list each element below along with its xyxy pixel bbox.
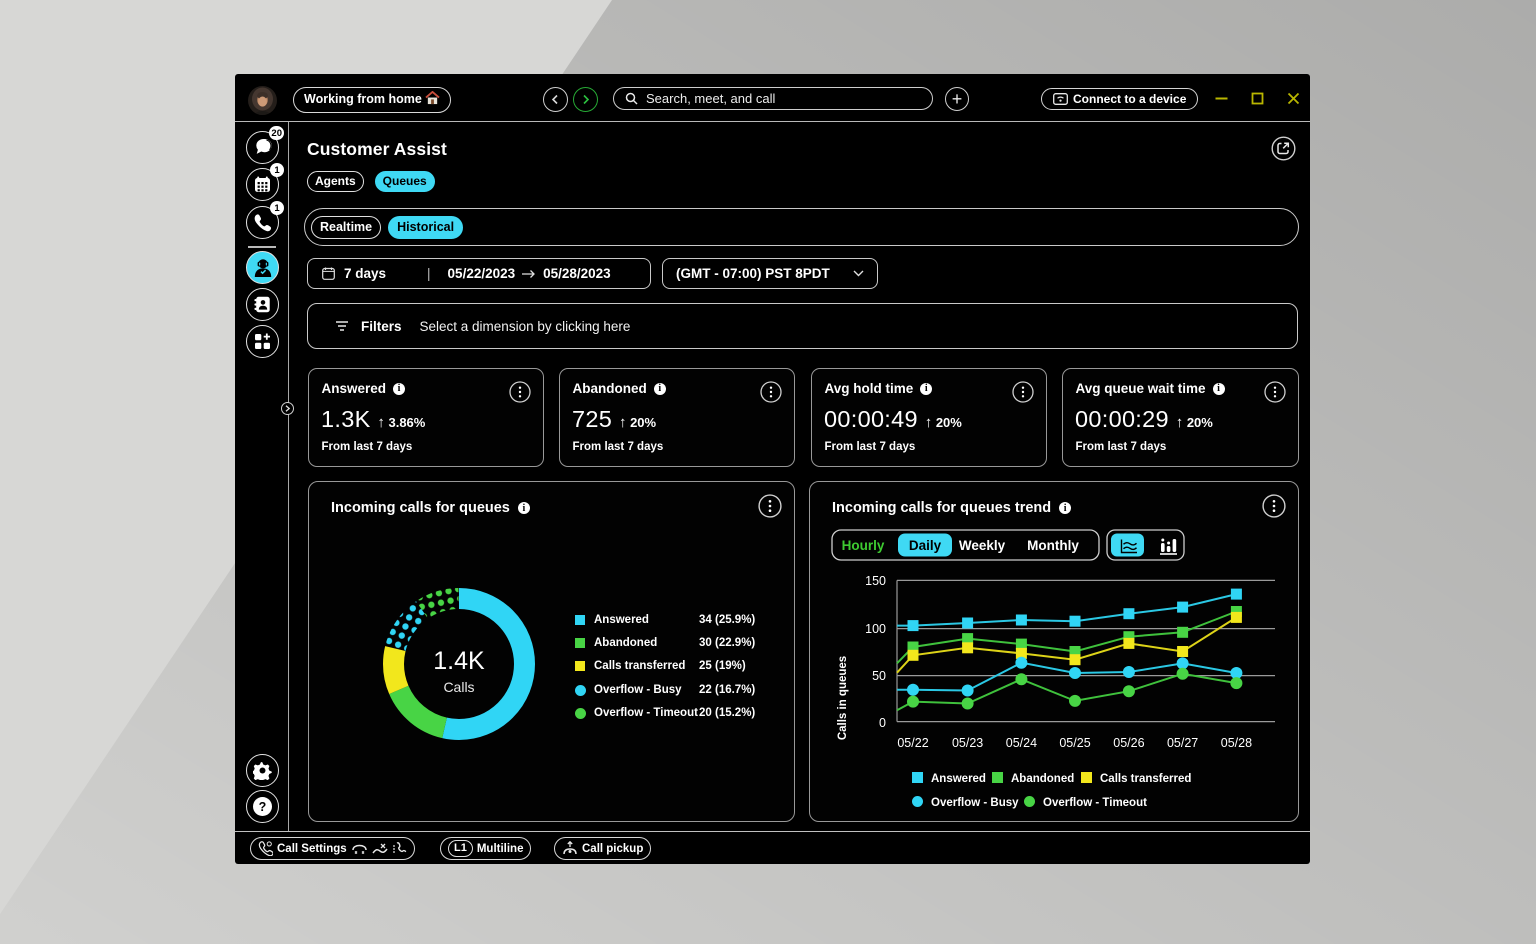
svg-text:100: 100 xyxy=(865,622,886,636)
svg-text:Hourly: Hourly xyxy=(842,538,885,553)
svg-text:Calls in queues: Calls in queues xyxy=(837,656,849,740)
svg-text:0: 0 xyxy=(879,716,886,730)
svg-text:05/25: 05/25 xyxy=(1059,736,1090,750)
svg-text:Weekly: Weekly xyxy=(959,538,1006,553)
svg-text:05/28: 05/28 xyxy=(1221,736,1252,750)
svg-text:Monthly: Monthly xyxy=(1027,538,1079,553)
svg-text:05/23: 05/23 xyxy=(952,736,983,750)
svg-text:50: 50 xyxy=(872,669,886,683)
svg-text:05/26: 05/26 xyxy=(1113,736,1144,750)
svg-text:150: 150 xyxy=(865,574,886,588)
svg-text:Answered: Answered xyxy=(931,773,986,785)
svg-text:Daily: Daily xyxy=(909,538,942,553)
svg-text:Calls transferred: Calls transferred xyxy=(1100,773,1191,785)
svg-text:Overflow - Timeout: Overflow - Timeout xyxy=(1043,797,1147,809)
svg-text:05/27: 05/27 xyxy=(1167,736,1198,750)
svg-text:05/22: 05/22 xyxy=(897,736,928,750)
svg-text:Abandoned: Abandoned xyxy=(1011,773,1074,785)
svg-text:Overflow - Busy: Overflow - Busy xyxy=(931,797,1019,809)
svg-text:05/24: 05/24 xyxy=(1006,736,1037,750)
svg-text:?: ? xyxy=(259,800,267,814)
